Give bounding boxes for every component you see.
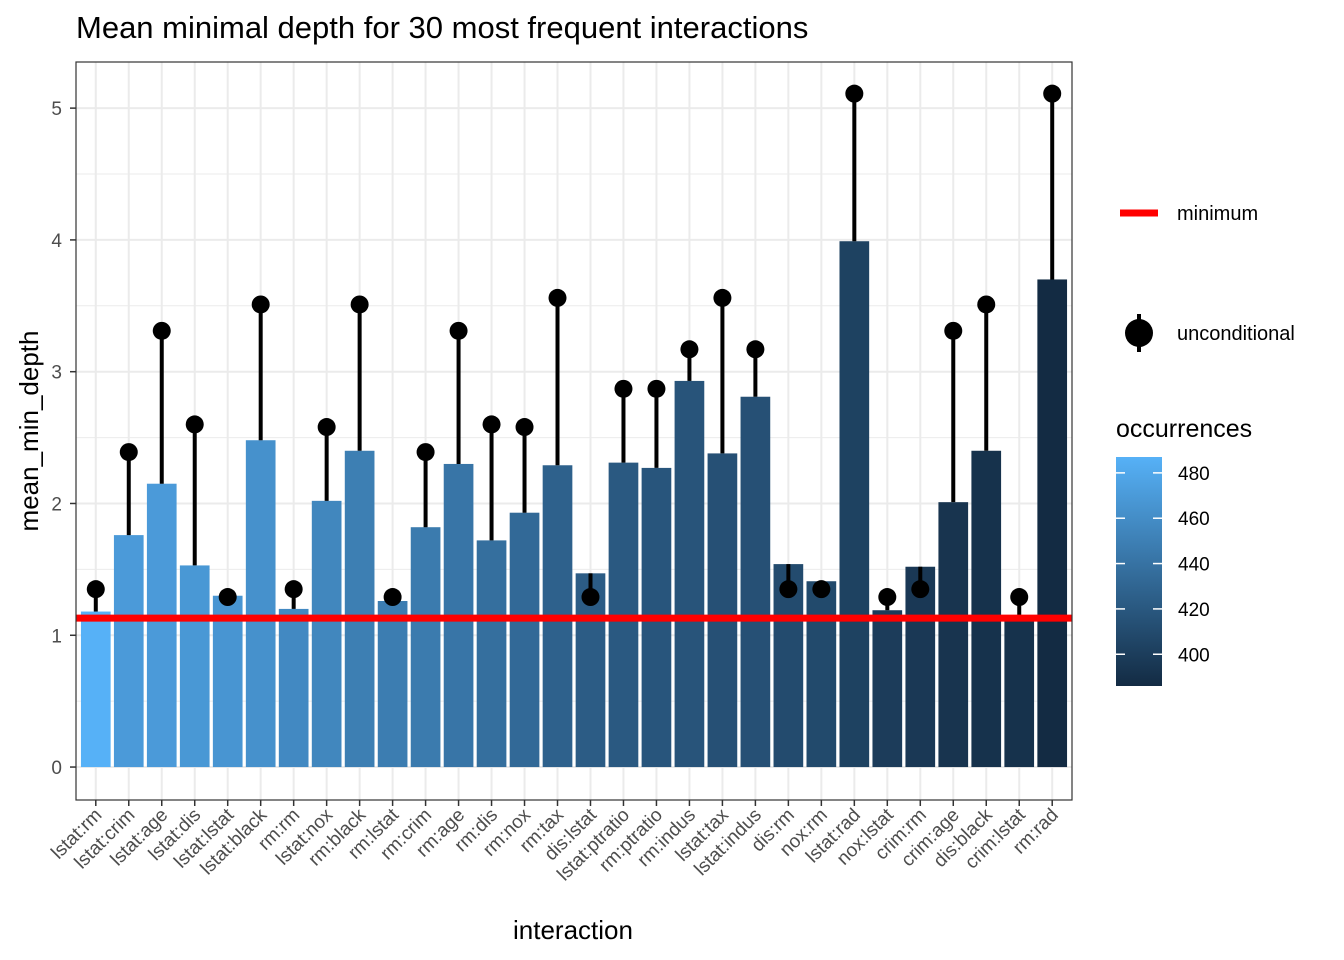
bar — [80, 611, 111, 768]
unconditional-point — [911, 580, 930, 599]
unconditional-point — [977, 295, 996, 314]
unconditional-point — [449, 321, 468, 340]
bar — [938, 502, 969, 768]
bar — [905, 566, 936, 768]
bar — [509, 512, 540, 768]
bar — [212, 595, 243, 768]
bar — [674, 380, 705, 768]
unconditional-point — [680, 340, 699, 359]
legend: minimum unconditional occurrences 480 460… — [1116, 203, 1295, 686]
unconditional-point — [944, 321, 963, 340]
y-tick-label: 5 — [51, 99, 62, 120]
y-axis: 0 1 2 3 4 5 — [51, 99, 76, 779]
unconditional-point — [350, 295, 369, 314]
bar — [377, 601, 408, 768]
legend-unconditional-key-dot — [1125, 319, 1153, 347]
chart-title: Mean minimal depth for 30 most frequent … — [76, 10, 808, 45]
unconditional-point — [845, 84, 864, 103]
y-tick-label: 1 — [51, 626, 62, 647]
unconditional-point — [746, 340, 765, 359]
bar — [1004, 616, 1035, 768]
unconditional-point — [383, 588, 402, 607]
unconditional-point — [548, 288, 567, 307]
colorbar-tick-label: 440 — [1178, 555, 1210, 576]
bar — [476, 540, 507, 768]
bar — [1037, 279, 1068, 768]
unconditional-point — [779, 580, 798, 599]
colorbar-tick-label: 480 — [1178, 464, 1210, 485]
bar — [344, 450, 375, 768]
y-tick-label: 3 — [51, 363, 62, 384]
unconditional-point — [1010, 588, 1029, 607]
bar — [311, 500, 342, 768]
colorbar-tick-label: 460 — [1178, 509, 1210, 530]
unconditional-point — [647, 379, 666, 398]
bar — [707, 453, 738, 768]
bar — [806, 581, 837, 768]
colorbar-title: occurrences — [1116, 415, 1252, 443]
colorbar-ticks: 480 460 440 420 400 — [1116, 464, 1210, 666]
bar — [971, 450, 1002, 768]
y-axis-title: mean_min_depth — [14, 331, 44, 532]
unconditional-point — [614, 379, 633, 398]
bar — [179, 565, 210, 768]
unconditional-point — [119, 443, 138, 462]
unconditional-point — [284, 580, 303, 599]
unconditional-point — [218, 588, 237, 607]
unconditional-point — [317, 418, 336, 437]
unconditional-point — [581, 588, 600, 607]
bar — [410, 527, 441, 768]
bar — [245, 440, 276, 768]
unconditional-point — [251, 295, 270, 314]
bar — [839, 241, 870, 768]
plot-panel — [75, 61, 1073, 801]
bar — [872, 610, 903, 768]
bar — [146, 483, 177, 768]
unconditional-point — [416, 443, 435, 462]
unconditional-point — [713, 288, 732, 307]
x-axis: lstat:rmlstat:crimlstat:agelstat:dislsta… — [47, 800, 1063, 885]
bar — [278, 608, 309, 768]
legend-minimum-label: minimum — [1177, 203, 1258, 225]
bar — [740, 396, 771, 768]
unconditional-point — [482, 415, 501, 434]
unconditional-point — [515, 418, 534, 437]
y-tick-label: 2 — [51, 494, 62, 515]
unconditional-point — [152, 321, 171, 340]
bar — [113, 535, 144, 768]
unconditional-point — [812, 580, 831, 599]
unconditional-point — [86, 580, 105, 599]
colorbar-tick-label: 420 — [1178, 600, 1210, 621]
colorbar-tick-label: 400 — [1178, 645, 1210, 666]
unconditional-point — [878, 588, 897, 607]
x-axis-title: interaction — [513, 915, 633, 945]
panel-border — [75, 61, 1073, 801]
y-tick-label: 4 — [51, 231, 62, 252]
y-tick-label: 0 — [51, 758, 62, 779]
unconditional-point — [1043, 84, 1062, 103]
legend-unconditional-label: unconditional — [1177, 323, 1295, 345]
colorbar — [1116, 457, 1162, 686]
unconditional-point — [185, 415, 204, 434]
